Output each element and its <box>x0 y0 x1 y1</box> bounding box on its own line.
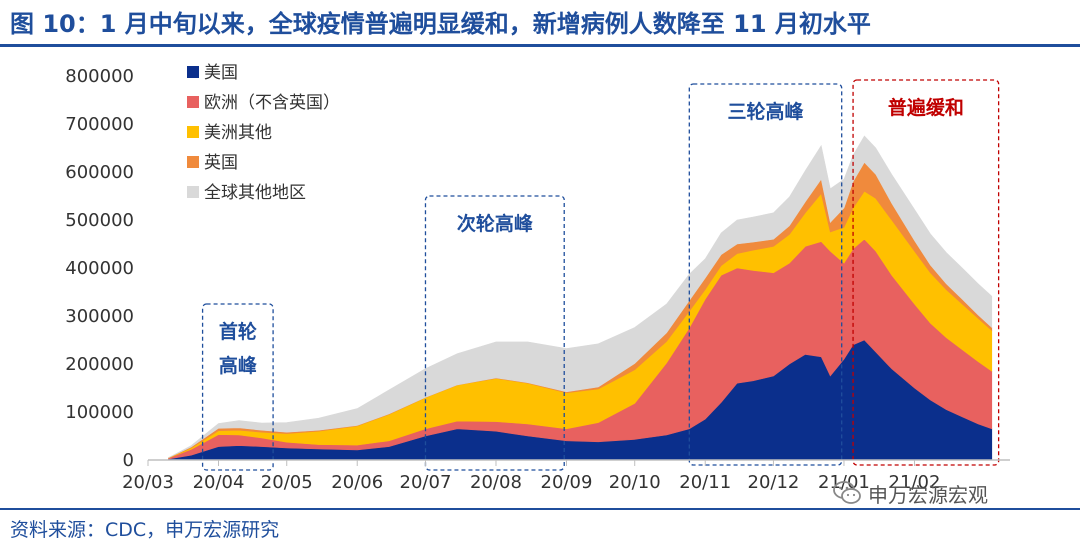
watermark: 申万宏源宏观 <box>832 478 988 508</box>
source-note: 资料来源：CDC，申万宏源研究 <box>10 519 280 541</box>
axes: 0 100000 200000 300000 400000 500000 600000 700… <box>65 66 1010 493</box>
title-divider <box>0 44 1080 47</box>
annotation-label: 三轮高峰 <box>727 100 804 123</box>
y-tick-label: 0 <box>123 450 134 471</box>
annotation-label: 次轮高峰 <box>457 212 534 235</box>
legend-swatch <box>187 156 199 168</box>
legend-label: 全球其他地区 <box>204 183 306 203</box>
y-tick-label: 600000 <box>65 162 134 183</box>
y-tick-label: 700000 <box>65 114 134 135</box>
y-tick-label: 400000 <box>65 258 134 279</box>
wechat-icon <box>833 481 861 504</box>
legend-label: 英国 <box>204 153 238 173</box>
legend-swatch <box>187 186 199 198</box>
y-tick-label: 100000 <box>65 402 134 423</box>
legend-swatch <box>187 96 199 108</box>
legend-swatch <box>187 66 199 78</box>
annotation-box <box>201 303 274 471</box>
annotation-label: 高峰 <box>219 354 258 377</box>
x-tick-label: 20/11 <box>679 472 731 493</box>
x-tick-label: 20/03 <box>122 472 174 493</box>
watermark-text: 申万宏源宏观 <box>868 482 988 507</box>
x-tick-label: 20/04 <box>193 472 245 493</box>
legend-label: 欧洲（不含英国） <box>204 93 340 113</box>
x-tick-label: 20/05 <box>261 472 313 493</box>
area-series-4 <box>168 135 993 459</box>
x-tick-label: 20/10 <box>609 472 661 493</box>
annotation-label: 首轮 <box>219 320 257 343</box>
y-tick-label: 200000 <box>65 354 134 375</box>
annotation-box <box>424 195 565 471</box>
x-tick-label: 20/06 <box>331 472 383 493</box>
x-tick-label: 21/02 <box>889 472 941 493</box>
series-areas <box>168 135 993 461</box>
y-tick-label: 300000 <box>65 306 134 327</box>
legend-label: 美国 <box>204 63 238 83</box>
legend-label: 美洲其他 <box>204 123 272 143</box>
annotation-box <box>688 83 843 466</box>
chart-title: 图 10：1 月中旬以来，全球疫情普遍明显缓和，新增病例人数降至 11 月初水平 <box>10 10 871 38</box>
y-tick-label: 500000 <box>65 210 134 231</box>
annotation-box <box>852 79 1000 466</box>
legend-swatch <box>187 126 199 138</box>
source-divider <box>0 508 1080 510</box>
x-tick-label: 20/07 <box>400 472 452 493</box>
y-tick-label: 800000 <box>65 66 134 87</box>
x-tick-label: 20/09 <box>541 472 593 493</box>
annotation-label: 普遍缓和 <box>888 96 964 119</box>
x-tick-label: 20/08 <box>470 472 522 493</box>
x-tick-label: 20/12 <box>748 472 800 493</box>
